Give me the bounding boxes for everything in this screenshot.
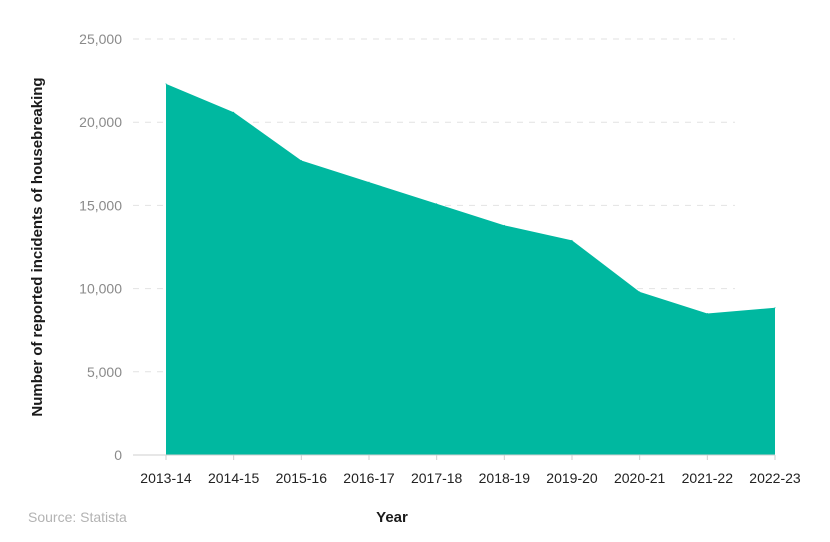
area-series <box>165 83 776 455</box>
x-tick-label: 2020-21 <box>614 470 666 486</box>
y-tick-label: 25,000 <box>79 31 122 47</box>
x-tick-labels: 2013-14 2014-15 2015-16 2016-17 2017-18 2018-… <box>140 470 801 486</box>
data-point-2013-14 <box>165 83 167 85</box>
x-tick-label: 2013-14 <box>140 470 192 486</box>
x-tick-label: 2014-15 <box>208 470 260 486</box>
data-point-2017-18 <box>436 203 438 205</box>
data-point-2019-20 <box>571 239 573 241</box>
y-tick-label: 10,000 <box>79 281 122 297</box>
x-tick-label: 2018-19 <box>479 470 531 486</box>
axes <box>133 454 776 460</box>
x-tick-label: 2019-20 <box>546 470 598 486</box>
data-point-2015-16 <box>300 159 302 161</box>
area-fill <box>166 83 775 455</box>
data-point-2021-22 <box>706 313 708 315</box>
y-tick-label: 20,000 <box>79 114 122 130</box>
y-tick-labels: 0 5,000 10,000 15,000 20,000 25,000 <box>79 31 122 463</box>
data-point-2022-23 <box>774 307 776 309</box>
y-tick-label: 15,000 <box>79 197 122 213</box>
y-tick-label: 0 <box>114 447 122 463</box>
x-tick-label: 2021-22 <box>682 470 734 486</box>
x-axis-title: Year <box>376 509 408 526</box>
data-point-2020-21 <box>639 291 641 293</box>
y-axis-title: Number of reported incidents of housebre… <box>29 77 46 416</box>
x-tick-label: 2016-17 <box>343 470 395 486</box>
source-note: Source: Statista <box>28 509 127 525</box>
x-tick-label: 2017-18 <box>411 470 463 486</box>
x-tick-label: 2015-16 <box>276 470 328 486</box>
data-point-2016-17 <box>368 181 370 183</box>
x-tick-label: 2022-23 <box>749 470 801 486</box>
y-tick-label: 5,000 <box>87 364 122 380</box>
data-point-2018-19 <box>503 224 505 226</box>
data-point-2014-15 <box>233 111 235 113</box>
